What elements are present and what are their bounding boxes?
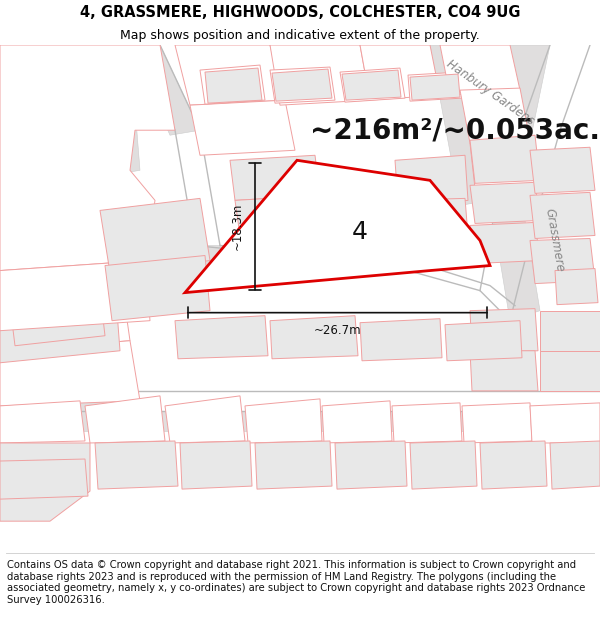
Polygon shape [0,271,130,351]
Polygon shape [105,256,210,321]
Text: ~18.3m: ~18.3m [230,202,244,250]
Polygon shape [540,351,600,391]
Polygon shape [95,45,140,176]
Text: ~216m²/~0.053ac.: ~216m²/~0.053ac. [310,116,600,144]
Polygon shape [230,155,320,201]
Polygon shape [445,321,522,361]
Polygon shape [470,351,538,391]
Polygon shape [470,182,540,224]
Polygon shape [10,292,105,346]
Polygon shape [165,396,245,443]
Polygon shape [462,403,532,443]
Text: Contains OS data © Crown copyright and database right 2021. This information is : Contains OS data © Crown copyright and d… [7,560,586,605]
Polygon shape [270,45,370,105]
Polygon shape [392,403,462,443]
Polygon shape [322,401,392,443]
Polygon shape [185,160,490,292]
Polygon shape [340,68,405,102]
Polygon shape [490,191,540,321]
Polygon shape [200,246,390,271]
Polygon shape [80,411,520,431]
Polygon shape [245,399,322,443]
Polygon shape [272,69,332,101]
Polygon shape [0,45,95,130]
Text: Map shows position and indicative extent of the property.: Map shows position and indicative extent… [120,29,480,42]
Polygon shape [490,45,550,201]
Polygon shape [130,45,200,135]
Polygon shape [190,100,295,155]
Polygon shape [95,441,178,489]
Polygon shape [0,391,120,411]
Polygon shape [342,70,401,100]
Polygon shape [0,130,30,206]
Polygon shape [408,72,462,101]
Polygon shape [470,222,540,264]
Polygon shape [530,239,595,284]
Polygon shape [398,236,470,268]
Polygon shape [555,269,598,304]
Polygon shape [395,155,468,203]
Polygon shape [175,316,268,359]
Polygon shape [410,441,477,489]
Polygon shape [530,192,595,239]
Polygon shape [85,396,165,443]
Polygon shape [360,319,442,361]
Polygon shape [0,261,150,331]
Polygon shape [430,45,490,206]
Polygon shape [205,68,262,103]
Polygon shape [480,441,547,489]
Text: 4: 4 [352,221,368,244]
Polygon shape [410,74,460,100]
Polygon shape [395,198,468,239]
Polygon shape [550,441,600,489]
Polygon shape [270,67,335,103]
Polygon shape [270,316,358,359]
Polygon shape [530,148,595,193]
Polygon shape [235,196,325,236]
Polygon shape [440,45,520,95]
Polygon shape [0,45,175,271]
Polygon shape [0,196,120,292]
Polygon shape [30,198,118,251]
Polygon shape [15,120,110,201]
Polygon shape [470,140,535,188]
Polygon shape [540,311,600,351]
Polygon shape [0,443,90,521]
Polygon shape [255,441,332,489]
Polygon shape [30,261,115,326]
Text: Grassmere: Grassmere [543,208,567,273]
Polygon shape [335,441,407,489]
Polygon shape [360,45,440,100]
Polygon shape [175,45,285,105]
Text: Hanbury Gardens: Hanbury Gardens [444,57,536,128]
Polygon shape [470,309,538,352]
Polygon shape [0,401,85,443]
Polygon shape [10,55,65,95]
Polygon shape [470,135,540,183]
Polygon shape [0,341,140,406]
Polygon shape [0,191,120,281]
Polygon shape [460,88,530,143]
Text: 4, GRASSMERE, HIGHWOODS, COLCHESTER, CO4 9UG: 4, GRASSMERE, HIGHWOODS, COLCHESTER, CO4… [80,5,520,20]
Polygon shape [530,403,600,443]
Polygon shape [180,441,252,489]
Polygon shape [100,198,210,272]
Polygon shape [200,65,265,104]
Polygon shape [0,286,120,362]
Text: ~26.7m: ~26.7m [314,324,361,338]
Polygon shape [0,459,88,499]
